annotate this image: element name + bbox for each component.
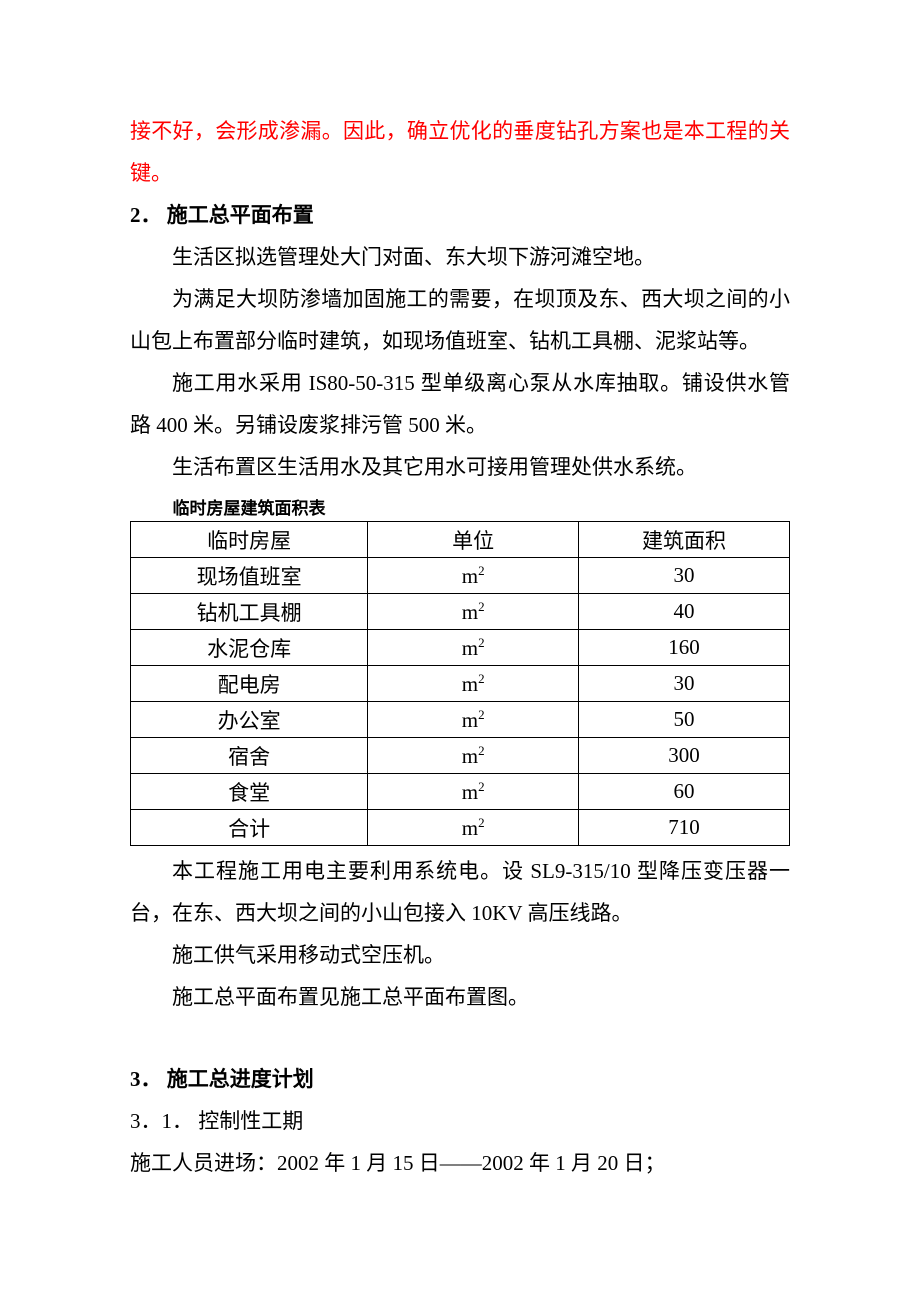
cell-unit: m2 (368, 594, 579, 630)
paragraph-living-water: 生活布置区生活用水及其它用水可接用管理处供水系统。 (130, 446, 790, 488)
paragraph-air: 施工供气采用移动式空压机。 (130, 934, 790, 976)
section-spacer (130, 1018, 790, 1058)
table-header-unit: 单位 (368, 522, 579, 558)
cell-name: 钻机工具棚 (131, 594, 368, 630)
cell-area: 710 (579, 810, 790, 846)
section-3-1-heading: 3．1． 控制性工期 (130, 1100, 790, 1142)
cell-area: 30 (579, 558, 790, 594)
cell-unit: m2 (368, 774, 579, 810)
cell-area: 160 (579, 630, 790, 666)
table-row: 食堂 m2 60 (131, 774, 790, 810)
cell-name: 合计 (131, 810, 368, 846)
cell-unit: m2 (368, 702, 579, 738)
paragraph-living-area: 生活区拟选管理处大门对面、东大坝下游河滩空地。 (130, 236, 790, 278)
paragraph-dam-construction: 为满足大坝防渗墙加固施工的需要，在坝顶及东、西大坝之间的小山包上布置部分临时建筑… (130, 278, 790, 362)
cell-unit: m2 (368, 558, 579, 594)
table-row: 宿舍 m2 300 (131, 738, 790, 774)
cell-area: 30 (579, 666, 790, 702)
cell-area: 60 (579, 774, 790, 810)
section-2-heading: 2． 施工总平面布置 (130, 194, 790, 236)
cell-unit: m2 (368, 630, 579, 666)
cell-area: 50 (579, 702, 790, 738)
paragraph-schedule: 施工人员进场：2002 年 1 月 15 日——2002 年 1 月 20 日； (130, 1142, 790, 1184)
cell-unit: m2 (368, 666, 579, 702)
table-row: 现场值班室 m2 30 (131, 558, 790, 594)
cell-unit: m2 (368, 738, 579, 774)
building-area-table: 临时房屋 单位 建筑面积 现场值班室 m2 30 钻机工具棚 m2 40 水泥仓… (130, 521, 790, 846)
cell-area: 40 (579, 594, 790, 630)
paragraph-layout-ref: 施工总平面布置见施工总平面布置图。 (130, 976, 790, 1018)
cell-unit: m2 (368, 810, 579, 846)
paragraph-power: 本工程施工用电主要利用系统电。设 SL9-315/10 型降压变压器一台，在东、… (130, 850, 790, 934)
table-header-area: 建筑面积 (579, 522, 790, 558)
paragraph-water-supply: 施工用水采用 IS80-50-315 型单级离心泵从水库抽取。铺设供水管路 40… (130, 362, 790, 446)
table-row-total: 合计 m2 710 (131, 810, 790, 846)
cell-name: 现场值班室 (131, 558, 368, 594)
table-row: 办公室 m2 50 (131, 702, 790, 738)
cell-name: 宿舍 (131, 738, 368, 774)
table-caption: 临时房屋建筑面积表 (173, 494, 791, 519)
cell-area: 300 (579, 738, 790, 774)
table-header-name: 临时房屋 (131, 522, 368, 558)
section-3-heading: 3． 施工总进度计划 (130, 1058, 790, 1100)
table-row: 水泥仓库 m2 160 (131, 630, 790, 666)
cell-name: 配电房 (131, 666, 368, 702)
cell-name: 办公室 (131, 702, 368, 738)
cell-name: 食堂 (131, 774, 368, 810)
table-row: 配电房 m2 30 (131, 666, 790, 702)
cell-name: 水泥仓库 (131, 630, 368, 666)
table-header-row: 临时房屋 单位 建筑面积 (131, 522, 790, 558)
table-row: 钻机工具棚 m2 40 (131, 594, 790, 630)
intro-red-paragraph: 接不好，会形成渗漏。因此，确立优化的垂度钻孔方案也是本工程的关键。 (130, 110, 790, 194)
